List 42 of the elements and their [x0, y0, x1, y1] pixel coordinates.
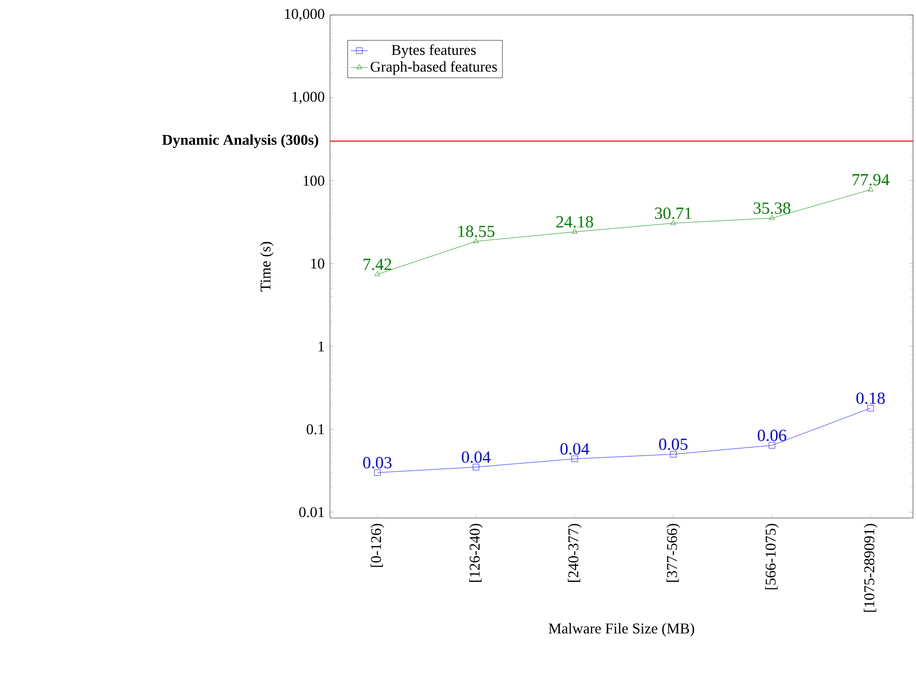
y-tick-label: 1: [318, 342, 324, 352]
point: [572, 228, 578, 234]
data-label: 0.04: [462, 451, 491, 463]
x-tick-label: [126-240): [469, 524, 483, 582]
x-tick-label: [566-1075): [765, 524, 779, 590]
point: [769, 214, 775, 220]
data-label: 0.04: [560, 443, 590, 455]
data-label: 0.06: [758, 430, 786, 442]
y-tick-label: 10,000: [285, 8, 324, 22]
data-label: 18.55: [458, 226, 494, 238]
x-axis-title: Malware File Size (MB): [548, 623, 694, 637]
data-label: 30.71: [655, 208, 692, 220]
data-label: 77.94: [852, 174, 890, 186]
y-tick-label: 100: [304, 176, 324, 186]
data-label: 0.05: [659, 438, 688, 450]
x-tick-label: [377-566): [666, 524, 680, 582]
legend-label: Graph-based features: [370, 61, 497, 75]
x-tick-label: [0-126): [370, 524, 384, 567]
data-label: 35.38: [754, 202, 790, 214]
point: [670, 451, 676, 458]
y-tick-label: 1,000: [292, 92, 324, 104]
point: [868, 186, 874, 192]
data-label: 0.18: [856, 392, 885, 404]
x-tick-label: [1075-289091): [864, 524, 878, 612]
point: [670, 220, 676, 225]
x-tick-label: [240-377): [568, 524, 582, 582]
point: [571, 456, 578, 462]
point: [768, 442, 776, 449]
ref-line-label: Dynamic Analysis (300s): [162, 134, 318, 148]
data-label: 24.18: [556, 216, 594, 228]
y-tick-label: 0.1: [306, 424, 324, 434]
y-tick-label: 10: [311, 258, 324, 269]
legend-label: Bytes features: [392, 44, 476, 58]
data-label: 0.03: [363, 456, 392, 468]
data-label: 7.42: [364, 258, 392, 270]
point: [473, 238, 479, 244]
point: [472, 464, 480, 470]
point: [374, 271, 380, 276]
y-axis-title: Time (s): [260, 242, 274, 292]
point: [867, 404, 874, 412]
y-tick-label: 0.01: [299, 507, 324, 518]
point: [374, 469, 381, 476]
